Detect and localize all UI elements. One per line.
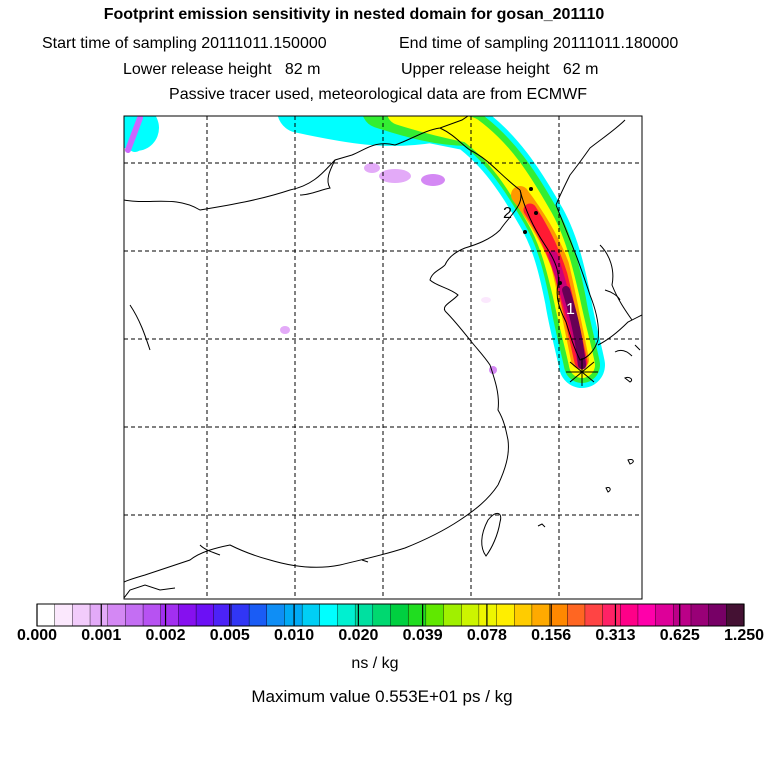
trajectory-markers: 2 1 <box>503 187 598 386</box>
end-time-caption: End time of sampling <box>399 35 549 52</box>
colorbar-cell <box>443 603 462 627</box>
tracer-note: Passive tracer used, meteorological data… <box>169 86 587 103</box>
colorbar-cell <box>125 603 144 627</box>
colorbar <box>36 603 745 627</box>
colorbar-cell <box>142 603 162 627</box>
colorbar-tick-label: 0.002 <box>145 627 186 644</box>
colorbar-cell <box>284 603 303 627</box>
colorbar-cell <box>514 603 533 627</box>
colorbar-tick-label: 1.250 <box>723 627 765 644</box>
colorbar-cell <box>407 603 427 627</box>
colorbar-tick-label: 0.001 <box>81 627 122 644</box>
colorbar-tick-label: 0.625 <box>659 627 700 644</box>
colorbar-tick-label: 0.020 <box>338 627 379 644</box>
colorbar-cell <box>160 603 179 627</box>
trajectory-point <box>529 187 533 191</box>
colorbar-tick-label: 0.010 <box>274 627 315 644</box>
violet-patch <box>421 174 445 186</box>
start-time-value: 20111011.150000 <box>201 35 327 52</box>
colorbar-cell <box>390 603 409 627</box>
colorbar-cell <box>531 603 551 627</box>
end-time-value: 20111011.180000 <box>552 35 679 52</box>
trajectory-point <box>523 230 527 234</box>
colorbar-cell <box>36 603 56 627</box>
upper-release-height: Upper release height 62 m <box>401 61 598 79</box>
violet-patch <box>364 163 380 173</box>
colorbar-cell <box>319 603 338 627</box>
upper-release-caption: Upper release height <box>401 61 550 78</box>
maximum-value-text: Maximum value 0.553E+01 ps / kg <box>251 687 513 706</box>
colorbar-tick-label: 0.000 <box>16 627 58 644</box>
page-title: Footprint emission sensitivity in nested… <box>103 6 605 23</box>
colorbar-cell <box>231 603 250 627</box>
colorbar-cell <box>266 603 285 627</box>
coastlines <box>124 116 642 599</box>
plume-left-purple <box>125 116 143 153</box>
colorbar-tick-label: 0.039 <box>402 627 443 644</box>
colorbar-cell <box>301 603 321 627</box>
trajectory-label-1: 1 <box>566 301 575 318</box>
upper-release-value: 62 m <box>562 61 599 78</box>
colorbar-cell <box>337 603 356 627</box>
map-content: 2 1 <box>124 116 642 599</box>
colorbar-cell <box>478 603 498 627</box>
colorbar-units: ns / kg <box>351 655 399 672</box>
colorbar-cell <box>584 603 604 627</box>
colorbar-cell <box>708 603 727 627</box>
colorbar-cell <box>620 603 639 627</box>
map-frame <box>123 115 643 600</box>
colorbar-tick-label: 0.005 <box>209 627 250 644</box>
colorbar-cell <box>372 603 392 627</box>
trajectory-label-2: 2 <box>503 205 512 222</box>
colorbar-cell <box>89 603 109 627</box>
release-site-star-icon <box>566 358 598 386</box>
colorbar-cell <box>461 603 480 627</box>
sensitivity-plume <box>124 116 605 388</box>
start-time-label: Start time of sampling 20111011.150000 <box>42 35 327 53</box>
trajectory-point <box>534 211 538 215</box>
colorbar-cell <box>213 603 232 627</box>
colorbar-cell <box>690 603 710 627</box>
colorbar-cell <box>178 603 197 627</box>
plume-purple-core <box>562 286 586 369</box>
colorbar-cell <box>54 603 73 627</box>
colorbar-cell <box>637 603 657 627</box>
colorbar-frame <box>36 603 745 627</box>
colorbar-cell <box>549 603 568 627</box>
colorbar-cell <box>567 603 586 627</box>
lower-release-height: Lower release height 82 m <box>123 61 320 79</box>
colorbar-tick-label: 0.156 <box>531 627 572 644</box>
colorbar-cell <box>195 603 215 627</box>
colorbar-cells <box>36 603 745 627</box>
colorbar-tick-label: 0.313 <box>595 627 636 644</box>
end-time-label: End time of sampling 20111011.180000 <box>399 35 678 53</box>
map-grid <box>124 116 642 599</box>
colorbar-cell <box>107 603 126 627</box>
colorbar-cell <box>496 603 515 627</box>
violet-patch <box>481 297 491 303</box>
colorbar-cell <box>248 603 268 627</box>
violet-patch <box>379 169 411 183</box>
lower-release-caption: Lower release height <box>123 61 272 78</box>
violet-patch <box>280 326 290 334</box>
colorbar-cell <box>726 603 745 627</box>
colorbar-cell <box>602 603 621 627</box>
colorbar-cell <box>673 603 692 627</box>
colorbar-cell <box>655 603 674 627</box>
start-time-caption: Start time of sampling <box>42 35 197 52</box>
colorbar-cell <box>72 603 91 627</box>
colorbar-tick-label: 0.078 <box>466 627 507 644</box>
lower-release-value: 82 m <box>284 61 321 78</box>
colorbar-cell <box>425 603 445 627</box>
